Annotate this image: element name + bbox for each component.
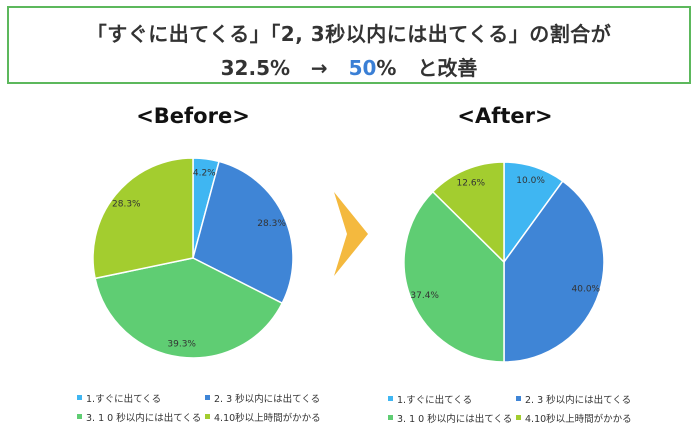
legend-row: 3. 1 0 秒以内には出てくる 4.10秒以上時間がかかる <box>388 408 632 427</box>
after-slice-2 <box>503 180 605 363</box>
after-slice-4 <box>431 161 505 264</box>
after-slice-label-2: 40.0% <box>572 285 601 295</box>
before-chart-title: <Before> <box>136 104 250 128</box>
legend-row: 1.すぐに出てくる 2. 3 秒以内には出てくる <box>77 388 321 407</box>
legend-item: 1.すぐに出てくる <box>77 391 205 405</box>
before-slice-4 <box>92 157 194 280</box>
legend-label: 1.すぐに出てくる <box>397 394 473 406</box>
before-slice-3 <box>94 257 284 359</box>
legend-swatch-3 <box>77 414 82 419</box>
legend-label: 2. 3 秒以内には出てくる <box>525 394 632 406</box>
after-slice-label-4: 12.6% <box>457 179 486 189</box>
improvement-text: と改善 <box>417 56 478 80</box>
legend-label: 3. 1 0 秒以内には出てくる <box>86 412 202 424</box>
legend-swatch-3 <box>388 415 393 420</box>
before-slice-label-2: 28.3% <box>257 219 286 229</box>
headline-box: 「すぐに出てくる」「2, 3秒以内には出てくる」の割合が 32.5% → 50%… <box>7 6 691 84</box>
legend-swatch-2 <box>205 395 210 400</box>
legend-item: 2. 3 秒以内には出てくる <box>205 391 320 405</box>
legend-swatch-4 <box>516 415 521 420</box>
headline-line-1: 「すぐに出てくる」「2, 3秒以内には出てくる」の割合が <box>86 22 612 46</box>
legend-item: 3. 1 0 秒以内には出てくる <box>388 411 516 425</box>
before-slice-label-4: 28.3% <box>112 200 141 210</box>
after-legend: 1.すぐに出てくる 2. 3 秒以内には出てくる 3. 1 0 秒以内には出てく… <box>388 389 632 427</box>
legend-item: 2. 3 秒以内には出てくる <box>516 392 631 406</box>
after-chart-title: <After> <box>457 104 553 128</box>
after-value-percent: % <box>376 56 397 80</box>
after-slice-label-3: 37.4% <box>410 291 439 301</box>
after-slice-label-1: 10.0% <box>516 176 545 186</box>
legend-row: 3. 1 0 秒以内には出てくる 4.10秒以上時間がかかる <box>77 407 321 426</box>
legend-item: 4.10秒以上時間がかかる <box>205 410 321 424</box>
legend-item: 3. 1 0 秒以内には出てくる <box>77 410 205 424</box>
change-arrow: → <box>310 56 328 80</box>
legend-label: 2. 3 秒以内には出てくる <box>214 393 321 405</box>
legend-row: 1.すぐに出てくる 2. 3 秒以内には出てくる <box>388 389 632 408</box>
after-slice-3 <box>403 190 505 363</box>
before-pie-chart: 4.2% 28.3% 39.3% 28.3% <box>92 157 294 359</box>
legend-label: 3. 1 0 秒以内には出てくる <box>397 413 513 425</box>
after-value-number: 50 <box>348 56 377 80</box>
legend-swatch-2 <box>516 396 521 401</box>
legend-item: 1.すぐに出てくる <box>388 392 516 406</box>
legend-swatch-1 <box>388 396 393 401</box>
before-legend: 1.すぐに出てくる 2. 3 秒以内には出てくる 3. 1 0 秒以内には出てく… <box>77 388 321 426</box>
legend-item: 4.10秒以上時間がかかる <box>516 411 632 425</box>
legend-label: 4.10秒以上時間がかかる <box>214 412 321 424</box>
transition-arrow-icon <box>334 192 368 276</box>
headline-line-2: 32.5% → 50% と改善 <box>9 52 689 81</box>
after-pie-chart: 10.0% 40.0% 37.4% 12.6% <box>403 161 605 363</box>
legend-label: 1.すぐに出てくる <box>86 393 162 405</box>
legend-swatch-4 <box>205 414 210 419</box>
legend-label: 4.10秒以上時間がかかる <box>525 413 632 425</box>
legend-swatch-1 <box>77 395 82 400</box>
before-slice-label-3: 39.3% <box>167 339 196 349</box>
before-slice-label-1: 4.2% <box>193 169 216 179</box>
before-value: 32.5% <box>220 56 291 80</box>
before-slice-2 <box>192 160 294 305</box>
